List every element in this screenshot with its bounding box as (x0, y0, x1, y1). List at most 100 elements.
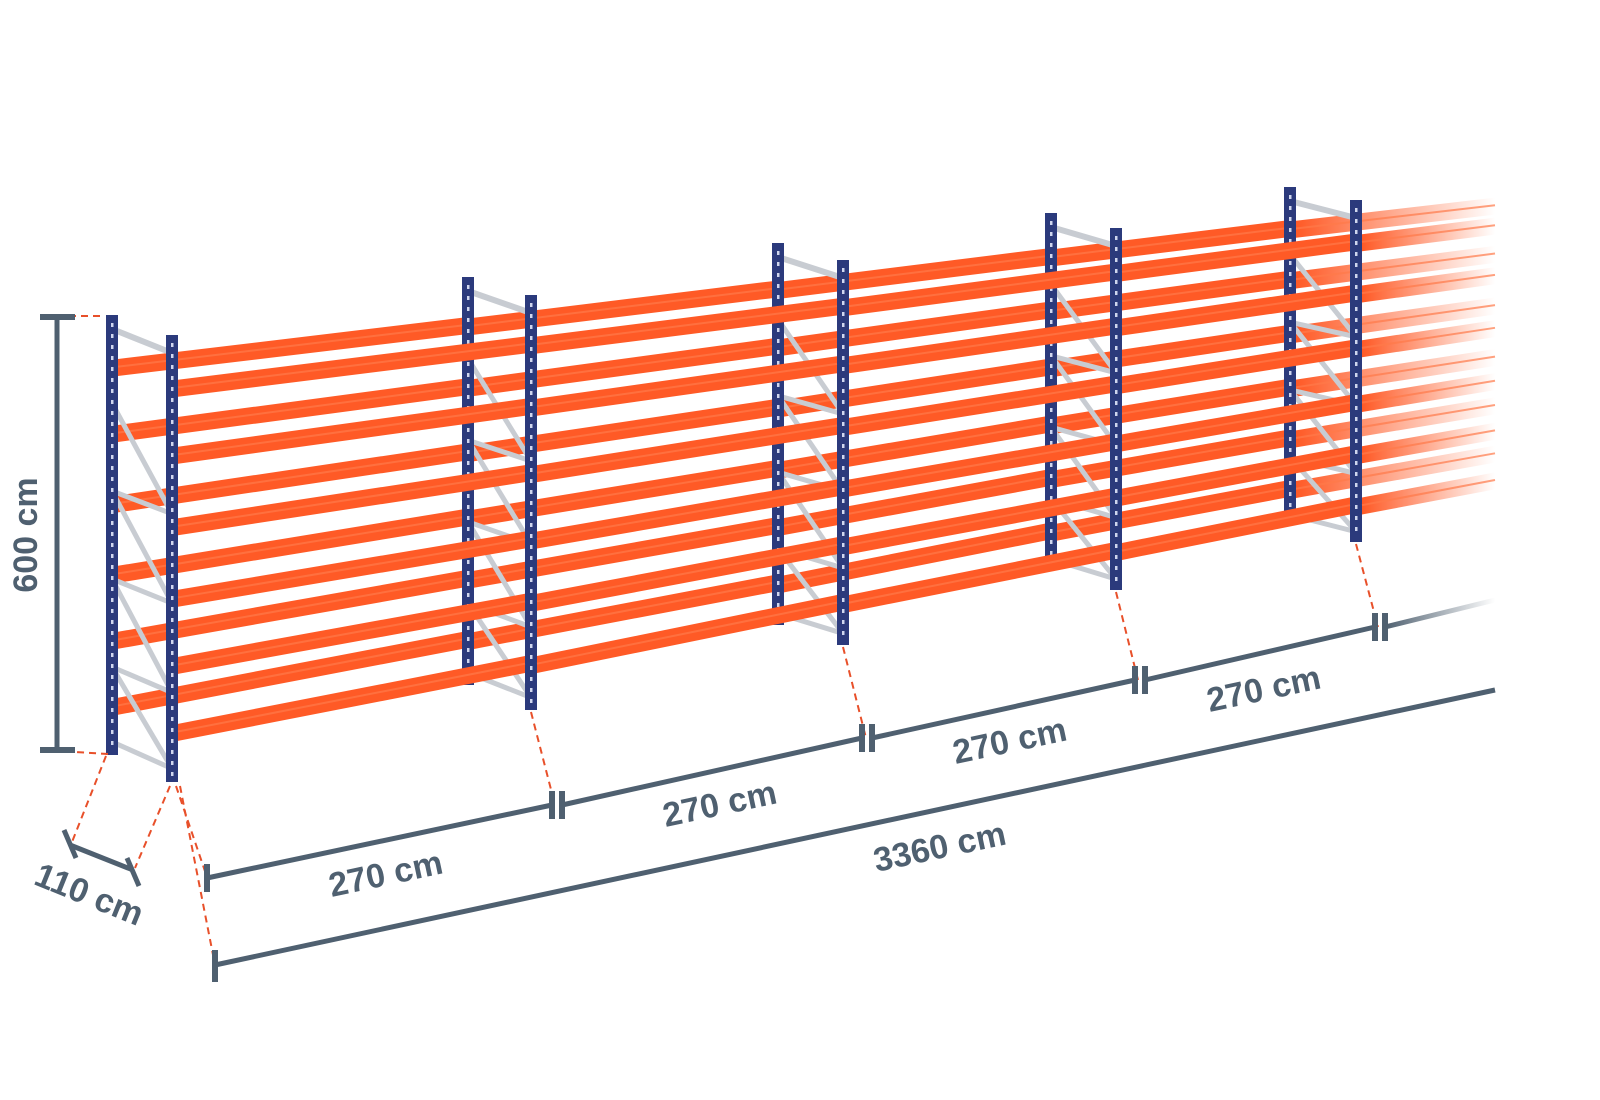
upright-hole (1355, 307, 1358, 311)
upright-hole (1355, 340, 1358, 344)
beam-highlight (1361, 429, 1496, 455)
upright-hole (1289, 393, 1292, 397)
beam-highlight (177, 471, 526, 527)
upright-hole (171, 728, 174, 732)
upright-hole (111, 444, 114, 448)
frame-brace (465, 438, 534, 546)
upright-hole (171, 618, 174, 622)
beam-highlight (1056, 487, 1285, 533)
beam-highlight (783, 308, 1046, 348)
front-upright (166, 335, 178, 782)
frame-brace (111, 488, 173, 517)
upright-hole (777, 361, 780, 365)
beam-highlight (473, 582, 773, 641)
upright-hole (1115, 236, 1118, 240)
upright-hole (1355, 296, 1358, 300)
upright-hole (1289, 481, 1292, 485)
guide-line (179, 785, 216, 966)
beam-highlight (1056, 278, 1285, 311)
upright-hole (1289, 492, 1292, 496)
upright-hole (530, 666, 533, 670)
upright-hole (171, 475, 174, 479)
beam-highlight (536, 424, 838, 474)
beam-highlight (1361, 326, 1496, 349)
upright-hole (530, 490, 533, 494)
upright-hole (530, 325, 533, 329)
upright-hole (842, 565, 845, 569)
upright-hole (1289, 382, 1292, 386)
upright-hole (777, 350, 780, 354)
beam-highlight (783, 476, 1046, 527)
upright-hole (171, 365, 174, 369)
upright-hole (1115, 379, 1118, 383)
upright-hole (530, 336, 533, 340)
beam-highlight (848, 325, 1111, 365)
frame-brace (109, 489, 175, 605)
upright-hole (467, 527, 470, 531)
guide-lines (71, 315, 1379, 966)
upright-hole (171, 398, 174, 402)
frame-brace (1288, 320, 1358, 407)
upright-hole (777, 581, 780, 585)
beam-highlight (783, 255, 1046, 290)
upright-hole (1115, 423, 1118, 427)
upright-hole (171, 387, 174, 391)
upright-hole (467, 461, 470, 465)
upright-hole (111, 686, 114, 690)
upright-hole (111, 411, 114, 415)
upright-hole (111, 642, 114, 646)
upright-hole (467, 318, 470, 322)
upright-hole (1355, 219, 1358, 223)
upright-hole (530, 457, 533, 461)
upright-hole (842, 532, 845, 536)
upright-hole (1115, 280, 1118, 284)
beam-highlight (536, 543, 838, 603)
upright-hole (1355, 263, 1358, 267)
upright-hole (530, 446, 533, 450)
upright-hole (111, 356, 114, 360)
beam-highlight (536, 362, 838, 408)
upright-hole (777, 570, 780, 574)
upright-hole (1050, 408, 1053, 412)
upright-hole (1355, 450, 1358, 454)
upright-hole (842, 367, 845, 371)
upright-hole (171, 739, 174, 743)
upright-hole (467, 373, 470, 377)
upright-hole (842, 422, 845, 426)
upright-hole (1355, 439, 1358, 443)
upright-hole (1355, 461, 1358, 465)
front-upright (1110, 228, 1122, 590)
upright-hole (530, 622, 533, 626)
upright-hole (842, 323, 845, 327)
upright-hole (777, 482, 780, 486)
upright-hole (1115, 357, 1118, 361)
guide-line (842, 646, 867, 739)
upright-hole (1050, 364, 1053, 368)
upright-hole (842, 400, 845, 404)
upright-hole (1355, 252, 1358, 256)
beam-highlight (1295, 252, 1496, 281)
upright-hole (530, 523, 533, 527)
upright-hole (777, 603, 780, 607)
upright-hole (1355, 406, 1358, 410)
guide-line (134, 785, 171, 869)
upright-hole (530, 534, 533, 538)
upright-hole (530, 545, 533, 549)
upright-hole (842, 334, 845, 338)
upright-hole (1050, 540, 1053, 544)
upright-hole (1115, 346, 1118, 350)
beam-highlight (177, 600, 526, 666)
upright-hole (777, 416, 780, 420)
upright-hole (1355, 395, 1358, 399)
upright-hole (171, 343, 174, 347)
frame-brace (111, 576, 173, 606)
upright-hole (1050, 309, 1053, 313)
beam-highlight (1121, 240, 1351, 273)
upright-hole (1355, 274, 1358, 278)
upright-hole (1050, 441, 1053, 445)
upright-hole (530, 567, 533, 571)
upright-hole (1050, 221, 1053, 225)
beam-highlight (1361, 479, 1496, 507)
upright-hole (171, 530, 174, 534)
